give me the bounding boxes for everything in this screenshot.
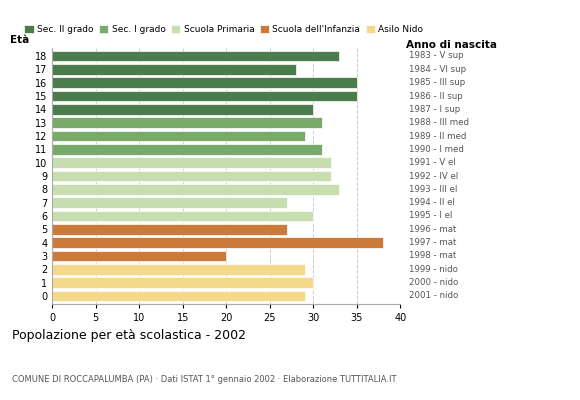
Bar <box>52 237 383 248</box>
Bar <box>52 117 322 128</box>
Text: 1986 - II sup: 1986 - II sup <box>409 92 463 100</box>
Text: 2001 - nido: 2001 - nido <box>409 292 458 300</box>
Bar <box>52 184 339 195</box>
Text: 1987 - I sup: 1987 - I sup <box>409 105 460 114</box>
Text: Età: Età <box>10 36 30 46</box>
Bar <box>52 90 357 102</box>
Text: 1994 - II el: 1994 - II el <box>409 198 455 207</box>
Bar <box>52 50 339 62</box>
Text: 1992 - IV el: 1992 - IV el <box>409 172 458 180</box>
Text: 2000 - nido: 2000 - nido <box>409 278 458 287</box>
Text: 1988 - III med: 1988 - III med <box>409 118 469 127</box>
Text: 1990 - I med: 1990 - I med <box>409 145 464 154</box>
Text: 1998 - mat: 1998 - mat <box>409 252 456 260</box>
Bar <box>52 224 287 235</box>
Bar <box>52 144 322 155</box>
Bar <box>52 277 313 288</box>
Bar <box>52 197 287 208</box>
Text: 1993 - III el: 1993 - III el <box>409 185 457 194</box>
Text: 1983 - V sup: 1983 - V sup <box>409 52 463 60</box>
Text: 1985 - III sup: 1985 - III sup <box>409 78 465 87</box>
Text: COMUNE DI ROCCAPALUMBA (PA) · Dati ISTAT 1° gennaio 2002 · Elaborazione TUTTITAL: COMUNE DI ROCCAPALUMBA (PA) · Dati ISTAT… <box>12 375 396 384</box>
Bar <box>52 210 313 222</box>
Bar <box>52 130 305 142</box>
Bar <box>52 157 331 168</box>
Text: 1989 - II med: 1989 - II med <box>409 132 466 140</box>
Bar <box>52 264 305 275</box>
Text: 1996 - mat: 1996 - mat <box>409 225 456 234</box>
Text: 1991 - V el: 1991 - V el <box>409 158 456 167</box>
Bar <box>52 77 357 88</box>
Bar <box>52 64 296 75</box>
Text: 1995 - I el: 1995 - I el <box>409 212 452 220</box>
Text: 1984 - VI sup: 1984 - VI sup <box>409 65 466 74</box>
Text: 1997 - mat: 1997 - mat <box>409 238 456 247</box>
Legend: Sec. II grado, Sec. I grado, Scuola Primaria, Scuola dell'Infanzia, Asilo Nido: Sec. II grado, Sec. I grado, Scuola Prim… <box>21 22 427 38</box>
Text: Popolazione per età scolastica - 2002: Popolazione per età scolastica - 2002 <box>12 329 245 342</box>
Text: Anno di nascita: Anno di nascita <box>406 40 497 50</box>
Bar <box>52 170 331 182</box>
Bar <box>52 290 305 302</box>
Bar <box>52 104 313 115</box>
Text: 1999 - nido: 1999 - nido <box>409 265 458 274</box>
Bar <box>52 250 226 262</box>
